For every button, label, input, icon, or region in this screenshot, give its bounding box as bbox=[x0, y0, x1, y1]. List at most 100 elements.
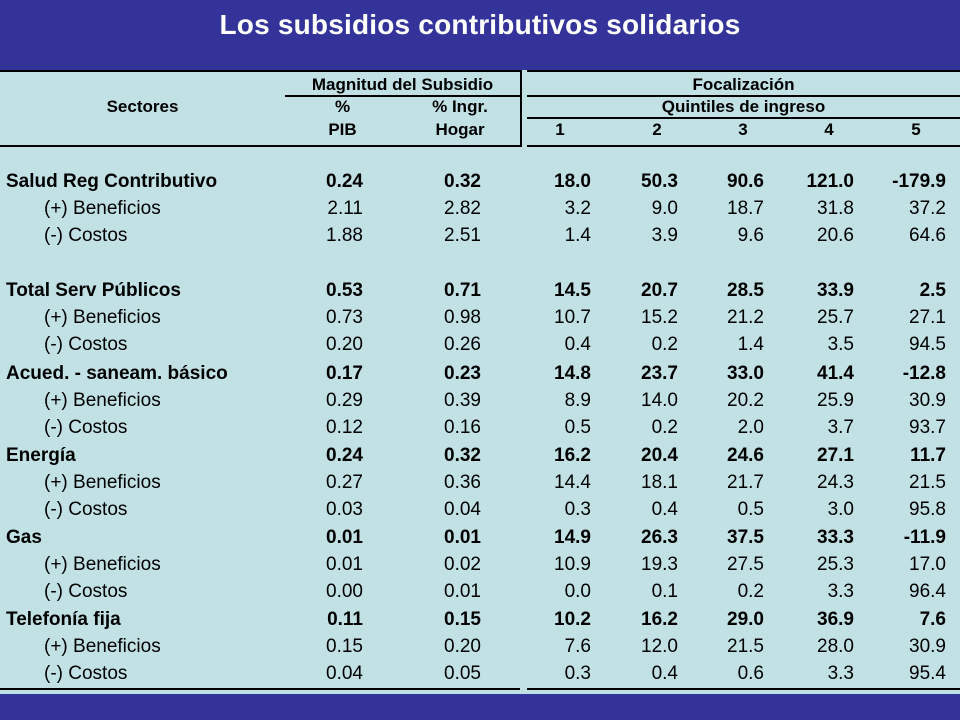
row-label: (-) Costos bbox=[44, 663, 128, 684]
cell-q5: -11.9 bbox=[903, 527, 946, 548]
cell-q3: 0.2 bbox=[737, 581, 764, 602]
table-row: (+) Beneficios 0.73 0.98 10.7 15.2 21.2 25.7 27… bbox=[0, 304, 960, 331]
cell-pct-hogar: 0.15 bbox=[444, 609, 481, 630]
cell-q5: 11.7 bbox=[910, 445, 946, 466]
cell-pct-pib: 0.01 bbox=[326, 554, 363, 575]
cell-q2: 12.0 bbox=[641, 636, 678, 657]
cell-q5: -12.8 bbox=[902, 363, 946, 384]
cell-q3: 21.7 bbox=[727, 472, 764, 493]
cell-pct-pib: 0.24 bbox=[326, 171, 363, 192]
cell-q1: 1.4 bbox=[564, 225, 591, 246]
row-label: (+) Beneficios bbox=[44, 198, 161, 219]
cell-q2: 23.7 bbox=[641, 363, 678, 384]
cell-q4: 3.3 bbox=[827, 663, 854, 684]
cell-pct-hogar: 0.32 bbox=[444, 445, 481, 466]
cell-q3: 33.0 bbox=[727, 363, 764, 384]
cell-q5: 2.5 bbox=[919, 280, 946, 301]
cell-q1: 16.2 bbox=[554, 445, 591, 466]
row-label: Total Serv Públicos bbox=[6, 280, 181, 301]
cell-q3: 0.5 bbox=[737, 499, 764, 520]
cell-pct-hogar: 2.51 bbox=[444, 225, 481, 246]
cell-q2: 26.3 bbox=[641, 527, 678, 548]
row-label: Gas bbox=[6, 527, 42, 548]
cell-q2: 18.1 bbox=[641, 472, 678, 493]
cell-q4: 20.6 bbox=[817, 225, 854, 246]
cell-q2: 0.4 bbox=[651, 663, 678, 684]
cell-q4: 31.8 bbox=[817, 198, 854, 219]
cell-q1: 0.5 bbox=[564, 417, 591, 438]
cell-q5: -179.9 bbox=[892, 171, 946, 192]
cell-pct-pib: 0.17 bbox=[326, 363, 363, 384]
cell-q5: 93.7 bbox=[909, 417, 946, 438]
cell-q3: 21.2 bbox=[727, 307, 764, 328]
cell-pct-pib: 0.12 bbox=[326, 417, 363, 438]
cell-q1: 0.3 bbox=[564, 499, 591, 520]
cell-q3: 24.6 bbox=[727, 445, 764, 466]
cell-q2: 3.9 bbox=[651, 225, 678, 246]
header-focalizacion: Focalización bbox=[692, 75, 795, 94]
cell-q5: 95.4 bbox=[909, 663, 946, 684]
cell-pct-hogar: 0.98 bbox=[444, 307, 481, 328]
row-label: (+) Beneficios bbox=[44, 554, 161, 575]
cell-q2: 19.3 bbox=[641, 554, 678, 575]
cell-q3: 20.2 bbox=[727, 390, 764, 411]
cell-pct-hogar: 0.39 bbox=[444, 390, 481, 411]
cell-pct-pib: 0.29 bbox=[326, 390, 363, 411]
cell-q5: 30.9 bbox=[909, 390, 946, 411]
cell-q1: 10.9 bbox=[554, 554, 591, 575]
cell-q5: 96.4 bbox=[909, 581, 946, 602]
table-row: Energía 0.24 0.32 16.2 20.4 24.6 27.1 11.7 bbox=[0, 442, 960, 469]
cell-q1: 10.2 bbox=[554, 609, 591, 630]
row-label: (-) Costos bbox=[44, 334, 128, 355]
cell-q1: 14.8 bbox=[554, 363, 591, 384]
cell-q2: 0.2 bbox=[651, 417, 678, 438]
table-row: Total Serv Públicos 0.53 0.71 14.5 20.7 28.5 3… bbox=[0, 277, 960, 304]
cell-q3: 37.5 bbox=[727, 527, 764, 548]
cell-pct-hogar: 0.26 bbox=[444, 334, 481, 355]
cell-q5: 7.6 bbox=[919, 609, 946, 630]
row-label: (+) Beneficios bbox=[44, 472, 161, 493]
bottom-rule-right bbox=[527, 688, 960, 690]
cell-q4: 3.7 bbox=[827, 417, 854, 438]
cell-q3: 21.5 bbox=[727, 636, 764, 657]
cell-q2: 15.2 bbox=[641, 307, 678, 328]
cell-q1: 7.6 bbox=[564, 636, 591, 657]
cell-pct-hogar: 0.05 bbox=[444, 663, 481, 684]
header-hogar: Hogar bbox=[435, 120, 485, 139]
cell-q4: 33.9 bbox=[817, 280, 854, 301]
row-label: Salud Reg Contributivo bbox=[6, 171, 218, 192]
table-row: (+) Beneficios 0.01 0.02 10.9 19.3 27.5 25.3 17… bbox=[0, 551, 960, 578]
cell-q2: 20.7 bbox=[641, 280, 678, 301]
table-row: (+) Beneficios 2.11 2.82 3.2 9.0 18.7 31.8 37.2 bbox=[0, 195, 960, 222]
quintiles-rule bbox=[527, 117, 960, 119]
cell-q2: 50.3 bbox=[641, 171, 678, 192]
cell-pct-pib: 0.15 bbox=[326, 636, 363, 657]
cell-q3: 18.7 bbox=[727, 198, 764, 219]
table-row: Acued. - saneam. básico 0.17 0.23 14.8 23.7 3… bbox=[0, 360, 960, 387]
cell-q1: 0.3 bbox=[564, 663, 591, 684]
row-label: Telefonía fija bbox=[6, 609, 121, 630]
top-rule-right bbox=[527, 70, 960, 72]
row-label: (+) Beneficios bbox=[44, 636, 161, 657]
table-row: (-) Costos 0.00 0.01 0.0 0.1 0.2 3.3 96.4 bbox=[0, 578, 960, 605]
header-quintiles: Quintiles de ingreso bbox=[661, 97, 826, 116]
header-q5: 5 bbox=[911, 120, 921, 139]
cell-pct-pib: 0.03 bbox=[326, 499, 363, 520]
row-label: Energía bbox=[6, 445, 76, 466]
header-q3: 3 bbox=[738, 120, 748, 139]
table-row: (-) Costos 0.20 0.26 0.4 0.2 1.4 3.5 94.5 bbox=[0, 331, 960, 358]
cell-pct-hogar: 0.16 bbox=[444, 417, 481, 438]
cell-q1: 14.9 bbox=[554, 527, 591, 548]
table-row: Telefonía fija 0.11 0.15 10.2 16.2 29.0 36.9 7.… bbox=[0, 606, 960, 633]
cell-pct-hogar: 2.82 bbox=[444, 198, 481, 219]
cell-pct-pib: 0.24 bbox=[326, 445, 363, 466]
cell-pct-pib: 0.20 bbox=[326, 334, 363, 355]
cell-pct-pib: 0.27 bbox=[326, 472, 363, 493]
cell-pct-pib: 2.11 bbox=[327, 198, 363, 219]
cell-q1: 8.9 bbox=[564, 390, 591, 411]
cell-q4: 27.1 bbox=[817, 445, 854, 466]
cell-q2: 0.1 bbox=[651, 581, 678, 602]
cell-pct-hogar: 0.01 bbox=[444, 581, 481, 602]
header-pib: PIB bbox=[328, 120, 357, 139]
cell-pct-hogar: 0.04 bbox=[444, 499, 481, 520]
